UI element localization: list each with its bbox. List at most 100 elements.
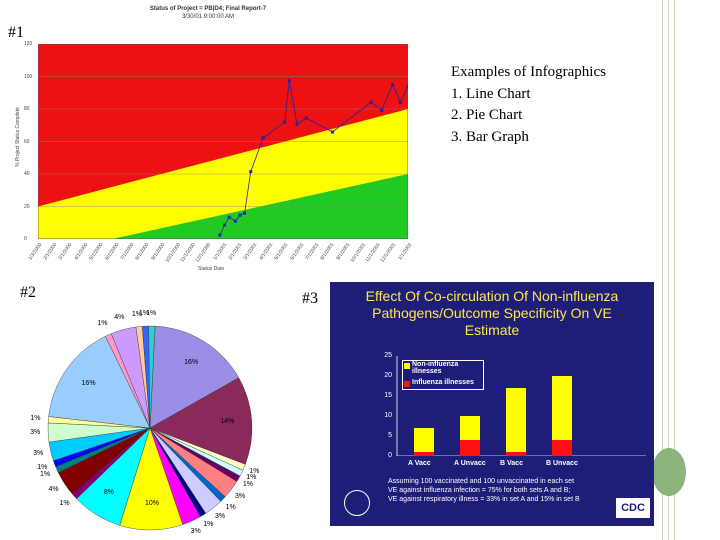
x-tick-label: 6/1/2000 — [103, 242, 121, 262]
y-tick-label: 20 — [384, 372, 392, 379]
bar-segment — [552, 376, 572, 440]
line-chart-ylabel: % Project Status Complete — [15, 107, 21, 167]
x-tick-label: 10/1/2000 — [163, 242, 182, 264]
data-point — [380, 108, 384, 112]
pie-slice-label: 3% — [190, 528, 201, 536]
category-label: B Vacc — [500, 460, 523, 467]
pie-slice-label: 1% — [37, 463, 48, 471]
data-point — [223, 223, 227, 227]
pie-slice — [149, 377, 253, 465]
bar-chart-note: VE against influenza infection = 75% for… — [388, 487, 571, 494]
data-point — [249, 170, 253, 174]
decorative-circle — [652, 448, 686, 496]
data-point — [227, 215, 231, 219]
examples-item: 3. Bar Graph — [451, 128, 529, 145]
y-tick-label: 0 — [24, 236, 27, 242]
x-tick-label: 8/1/2000 — [134, 242, 151, 262]
x-tick-label: 2/1/2001 — [227, 242, 244, 262]
bar-segment — [460, 440, 480, 456]
bar-segment — [506, 452, 526, 456]
bar-chart-title-line: Pathogens/Outcome Specificity On VE — [372, 305, 612, 321]
data-point — [369, 100, 373, 104]
bar-chart-legend — [402, 360, 484, 390]
y-tick-label: 100 — [24, 73, 33, 80]
pie-slice-label: 1% — [242, 480, 253, 488]
data-point — [243, 211, 247, 215]
bar-segment — [414, 428, 434, 452]
x-tick-label: 1/1/2002 — [396, 242, 413, 262]
examples-list: Examples of Infographics 1. Line Chart 2… — [451, 62, 606, 148]
category-label: A Unvacc — [454, 460, 486, 467]
bar-chart-title-line: Effect Of Co-circulation Of Non-influenz… — [365, 288, 619, 304]
pie-slice-label: 8% — [103, 489, 114, 497]
border-line — [662, 0, 663, 540]
bar-chart-title: Effect Of Co-circulation Of Non-influenz… — [330, 288, 654, 339]
y-tick-label: 0 — [388, 452, 392, 459]
y-tick-label: 80 — [24, 106, 30, 112]
y-tick-label: 5 — [388, 432, 392, 439]
data-point — [330, 130, 334, 134]
x-tick-label: 4/1/2000 — [73, 242, 90, 262]
pie-slice-label: 1% — [59, 500, 70, 508]
pie-slice-label: 1% — [39, 470, 51, 478]
x-tick-label: 3/1/2000 — [57, 242, 74, 262]
data-point — [238, 213, 242, 217]
legend-swatch — [404, 381, 410, 387]
bar-chart-plot — [396, 356, 646, 456]
pie-slice-label: 4% — [48, 486, 59, 494]
bar-segment — [506, 388, 526, 452]
pie-slice-label: 10% — [144, 500, 159, 508]
x-tick-label: 9/1/2000 — [150, 242, 167, 262]
pie-slice-label: 1% — [97, 319, 108, 327]
category-label: B Unvacc — [546, 460, 578, 467]
border-line — [668, 0, 669, 540]
data-point — [391, 82, 395, 86]
line-chart-title: Status of Project = PB|D4; Final Report-… — [149, 6, 267, 12]
pie-slice-label: 3% — [30, 429, 41, 437]
bar-chart-title-line: Estimate — [464, 322, 520, 338]
x-tick-label: 1/3/2000 — [26, 242, 43, 262]
x-tick-label: 10/1/2001 — [348, 242, 367, 264]
bar-segment — [414, 452, 434, 456]
hhs-seal-icon — [344, 490, 370, 516]
pie-slice-label: 4% — [114, 313, 125, 321]
x-tick-label: 1/1/2001 — [211, 242, 228, 262]
label-3: #3 — [302, 290, 318, 307]
pie-chart — [47, 325, 253, 531]
x-tick-label: 5/1/2001 — [273, 242, 290, 262]
y-tick-label: 10 — [384, 412, 392, 419]
data-point — [406, 84, 408, 88]
green-zone — [38, 174, 408, 239]
data-point — [398, 100, 402, 104]
x-tick-label: 3/1/2001 — [242, 242, 259, 262]
x-tick-label: 4/1/2001 — [258, 242, 275, 262]
pie-slice-label: 1% — [225, 503, 236, 511]
x-tick-label: 9/1/2001 — [335, 242, 352, 262]
pie-slice-label: 3% — [215, 513, 226, 521]
examples-heading: Examples of Infographics — [451, 64, 606, 80]
data-point — [287, 78, 291, 82]
slide-border-right — [660, 0, 720, 540]
pie-slice-label: 1% — [138, 310, 150, 318]
examples-item: 2. Pie Chart — [451, 107, 523, 123]
pie-slice-label: 1% — [246, 474, 257, 482]
pie-slice-label: 3% — [234, 492, 246, 500]
x-tick-label: 5/1/2000 — [88, 242, 105, 262]
line-chart-xlabel: Status Date — [198, 266, 225, 272]
cdc-logo: CDC — [616, 498, 650, 518]
x-tick-label: 8/1/2001 — [319, 242, 336, 262]
bar-chart: Effect Of Co-circulation Of Non-influenz… — [330, 282, 654, 526]
bar-chart-note: VE against respiratory illness = 33% in … — [388, 496, 580, 503]
y-tick-label: 25 — [384, 352, 392, 359]
pie-slice — [149, 325, 240, 429]
line-chart: Status of Project = PB|D4; Final Report-… — [8, 4, 413, 274]
x-tick-label: 7/1/2001 — [304, 242, 321, 262]
x-tick-label: 7/1/2000 — [119, 242, 136, 262]
data-point — [233, 219, 237, 223]
pie-slice-label: 1% — [131, 310, 142, 318]
x-tick-label: 6/1/2001 — [288, 242, 306, 262]
data-point — [218, 233, 222, 237]
data-point — [295, 122, 299, 126]
legend-swatch — [404, 363, 410, 369]
pie-slice-label: 1% — [30, 414, 41, 422]
